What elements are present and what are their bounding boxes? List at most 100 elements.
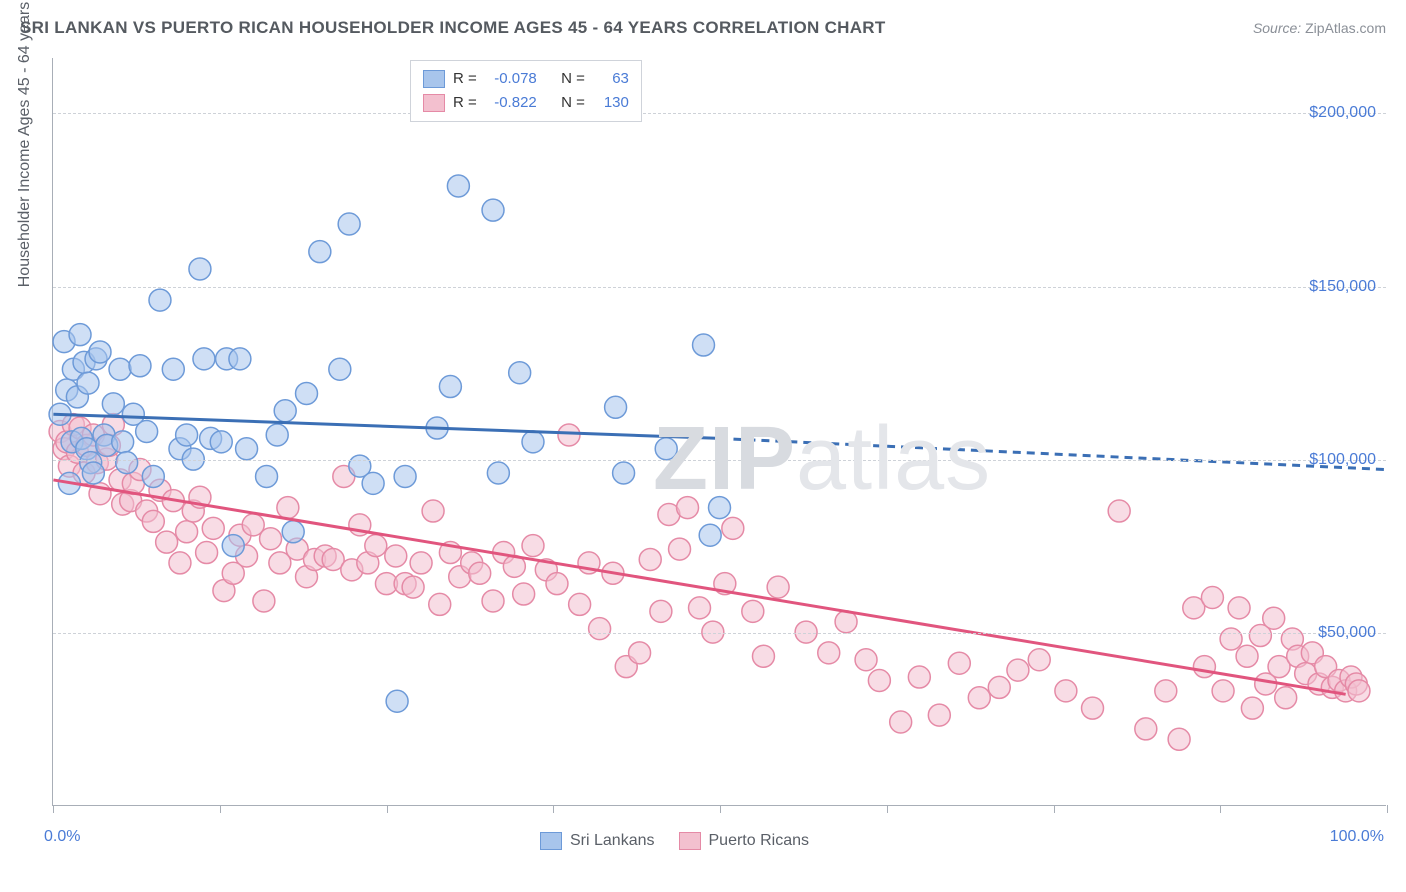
data-point-sri-lankan <box>222 535 244 557</box>
legend-n-label: N = <box>561 91 585 115</box>
data-point-puerto-rican <box>169 552 191 574</box>
data-point-sri-lankan <box>236 438 258 460</box>
y-axis-title: Householder Income Ages 45 - 64 years <box>16 2 34 288</box>
data-point-puerto-rican <box>629 642 651 664</box>
source-name: ZipAtlas.com <box>1305 20 1386 36</box>
data-point-puerto-rican <box>176 521 198 543</box>
data-point-sri-lankan <box>329 358 351 380</box>
chart-plot-area: $50,000$100,000$150,000$200,000ZIPatlas <box>52 58 1386 806</box>
data-point-sri-lankan <box>69 324 91 346</box>
y-tick-label: $50,000 <box>1318 624 1376 642</box>
x-tick <box>53 805 54 813</box>
data-point-sri-lankan <box>282 521 304 543</box>
trend-line-puerto-rican <box>53 480 1345 694</box>
legend-swatch-sri-lankans <box>540 832 562 850</box>
data-point-puerto-rican <box>385 545 407 567</box>
legend-n-label: N = <box>561 67 585 91</box>
data-point-sri-lankan <box>447 175 469 197</box>
data-point-puerto-rican <box>1201 587 1223 609</box>
legend-stats-row-sri-lankan: R =-0.078 N =63 <box>423 67 629 91</box>
data-point-puerto-rican <box>1007 659 1029 681</box>
data-point-puerto-rican <box>422 500 444 522</box>
data-point-puerto-rican <box>855 649 877 671</box>
legend-stats-box: R =-0.078 N =63R =-0.822 N =130 <box>410 60 642 122</box>
gridline <box>53 113 1386 114</box>
data-point-puerto-rican <box>908 666 930 688</box>
data-point-sri-lankan <box>274 400 296 422</box>
data-point-sri-lankan <box>256 465 278 487</box>
data-point-sri-lankan <box>109 358 131 380</box>
data-point-sri-lankan <box>309 241 331 263</box>
data-point-puerto-rican <box>569 593 591 615</box>
data-point-puerto-rican <box>742 600 764 622</box>
data-point-puerto-rican <box>546 573 568 595</box>
y-tick-label: $150,000 <box>1309 278 1376 296</box>
x-axis-label-min: 0.0% <box>44 828 80 846</box>
data-point-sri-lankan <box>386 690 408 712</box>
source-label: Source: <box>1253 20 1301 36</box>
legend-swatch-puerto-ricans <box>679 832 701 850</box>
legend-stats-row-puerto-rican: R =-0.822 N =130 <box>423 91 629 115</box>
data-point-sri-lankan <box>693 334 715 356</box>
data-point-sri-lankan <box>193 348 215 370</box>
data-point-puerto-rican <box>277 497 299 519</box>
data-point-puerto-rican <box>202 517 224 539</box>
data-point-puerto-rican <box>522 535 544 557</box>
data-point-puerto-rican <box>767 576 789 598</box>
data-point-sri-lankan <box>77 372 99 394</box>
data-point-sri-lankan <box>605 396 627 418</box>
data-point-sri-lankan <box>102 393 124 415</box>
data-point-sri-lankan <box>112 431 134 453</box>
x-tick <box>720 805 721 813</box>
data-point-puerto-rican <box>1082 697 1104 719</box>
data-point-puerto-rican <box>156 531 178 553</box>
x-tick <box>220 805 221 813</box>
legend-n-value-sri-lankan: 63 <box>593 67 629 91</box>
data-point-sri-lankan <box>699 524 721 546</box>
data-point-puerto-rican <box>677 497 699 519</box>
data-point-puerto-rican <box>1212 680 1234 702</box>
data-point-sri-lankan <box>136 421 158 443</box>
legend-label-sri-lankans: Sri Lankans <box>570 832 655 850</box>
data-point-sri-lankan <box>162 358 184 380</box>
data-point-puerto-rican <box>558 424 580 446</box>
x-tick <box>1387 805 1388 813</box>
data-point-sri-lankan <box>229 348 251 370</box>
data-point-puerto-rican <box>142 510 164 532</box>
gridline <box>53 287 1386 288</box>
x-tick <box>553 805 554 813</box>
data-point-sri-lankan <box>439 376 461 398</box>
data-point-puerto-rican <box>1220 628 1242 650</box>
data-point-puerto-rican <box>365 535 387 557</box>
legend-r-label: R = <box>453 91 477 115</box>
data-point-puerto-rican <box>429 593 451 615</box>
data-point-puerto-rican <box>928 704 950 726</box>
x-tick <box>1220 805 1221 813</box>
legend-bottom: Sri Lankans Puerto Ricans <box>540 832 809 850</box>
data-point-sri-lankan <box>709 497 731 519</box>
y-tick-label: $200,000 <box>1309 104 1376 122</box>
data-point-puerto-rican <box>1236 645 1258 667</box>
data-point-sri-lankan <box>210 431 232 453</box>
data-point-sri-lankan <box>509 362 531 384</box>
gridline <box>53 460 1386 461</box>
data-point-puerto-rican <box>1055 680 1077 702</box>
data-point-puerto-rican <box>752 645 774 667</box>
data-point-puerto-rican <box>1275 687 1297 709</box>
data-point-sri-lankan <box>487 462 509 484</box>
data-point-sri-lankan <box>176 424 198 446</box>
data-point-sri-lankan <box>129 355 151 377</box>
trend-line-sri-lankan-extrapolated <box>720 438 1386 469</box>
gridline <box>53 633 1386 634</box>
data-point-puerto-rican <box>968 687 990 709</box>
legend-stats-swatch-puerto-rican <box>423 94 445 112</box>
data-point-puerto-rican <box>1155 680 1177 702</box>
legend-r-value-puerto-rican: -0.822 <box>485 91 537 115</box>
x-tick <box>387 805 388 813</box>
data-point-puerto-rican <box>1168 728 1190 750</box>
data-point-puerto-rican <box>1193 656 1215 678</box>
legend-stats-swatch-sri-lankan <box>423 70 445 88</box>
data-point-sri-lankan <box>655 438 677 460</box>
data-point-puerto-rican <box>469 562 491 584</box>
data-point-puerto-rican <box>988 676 1010 698</box>
